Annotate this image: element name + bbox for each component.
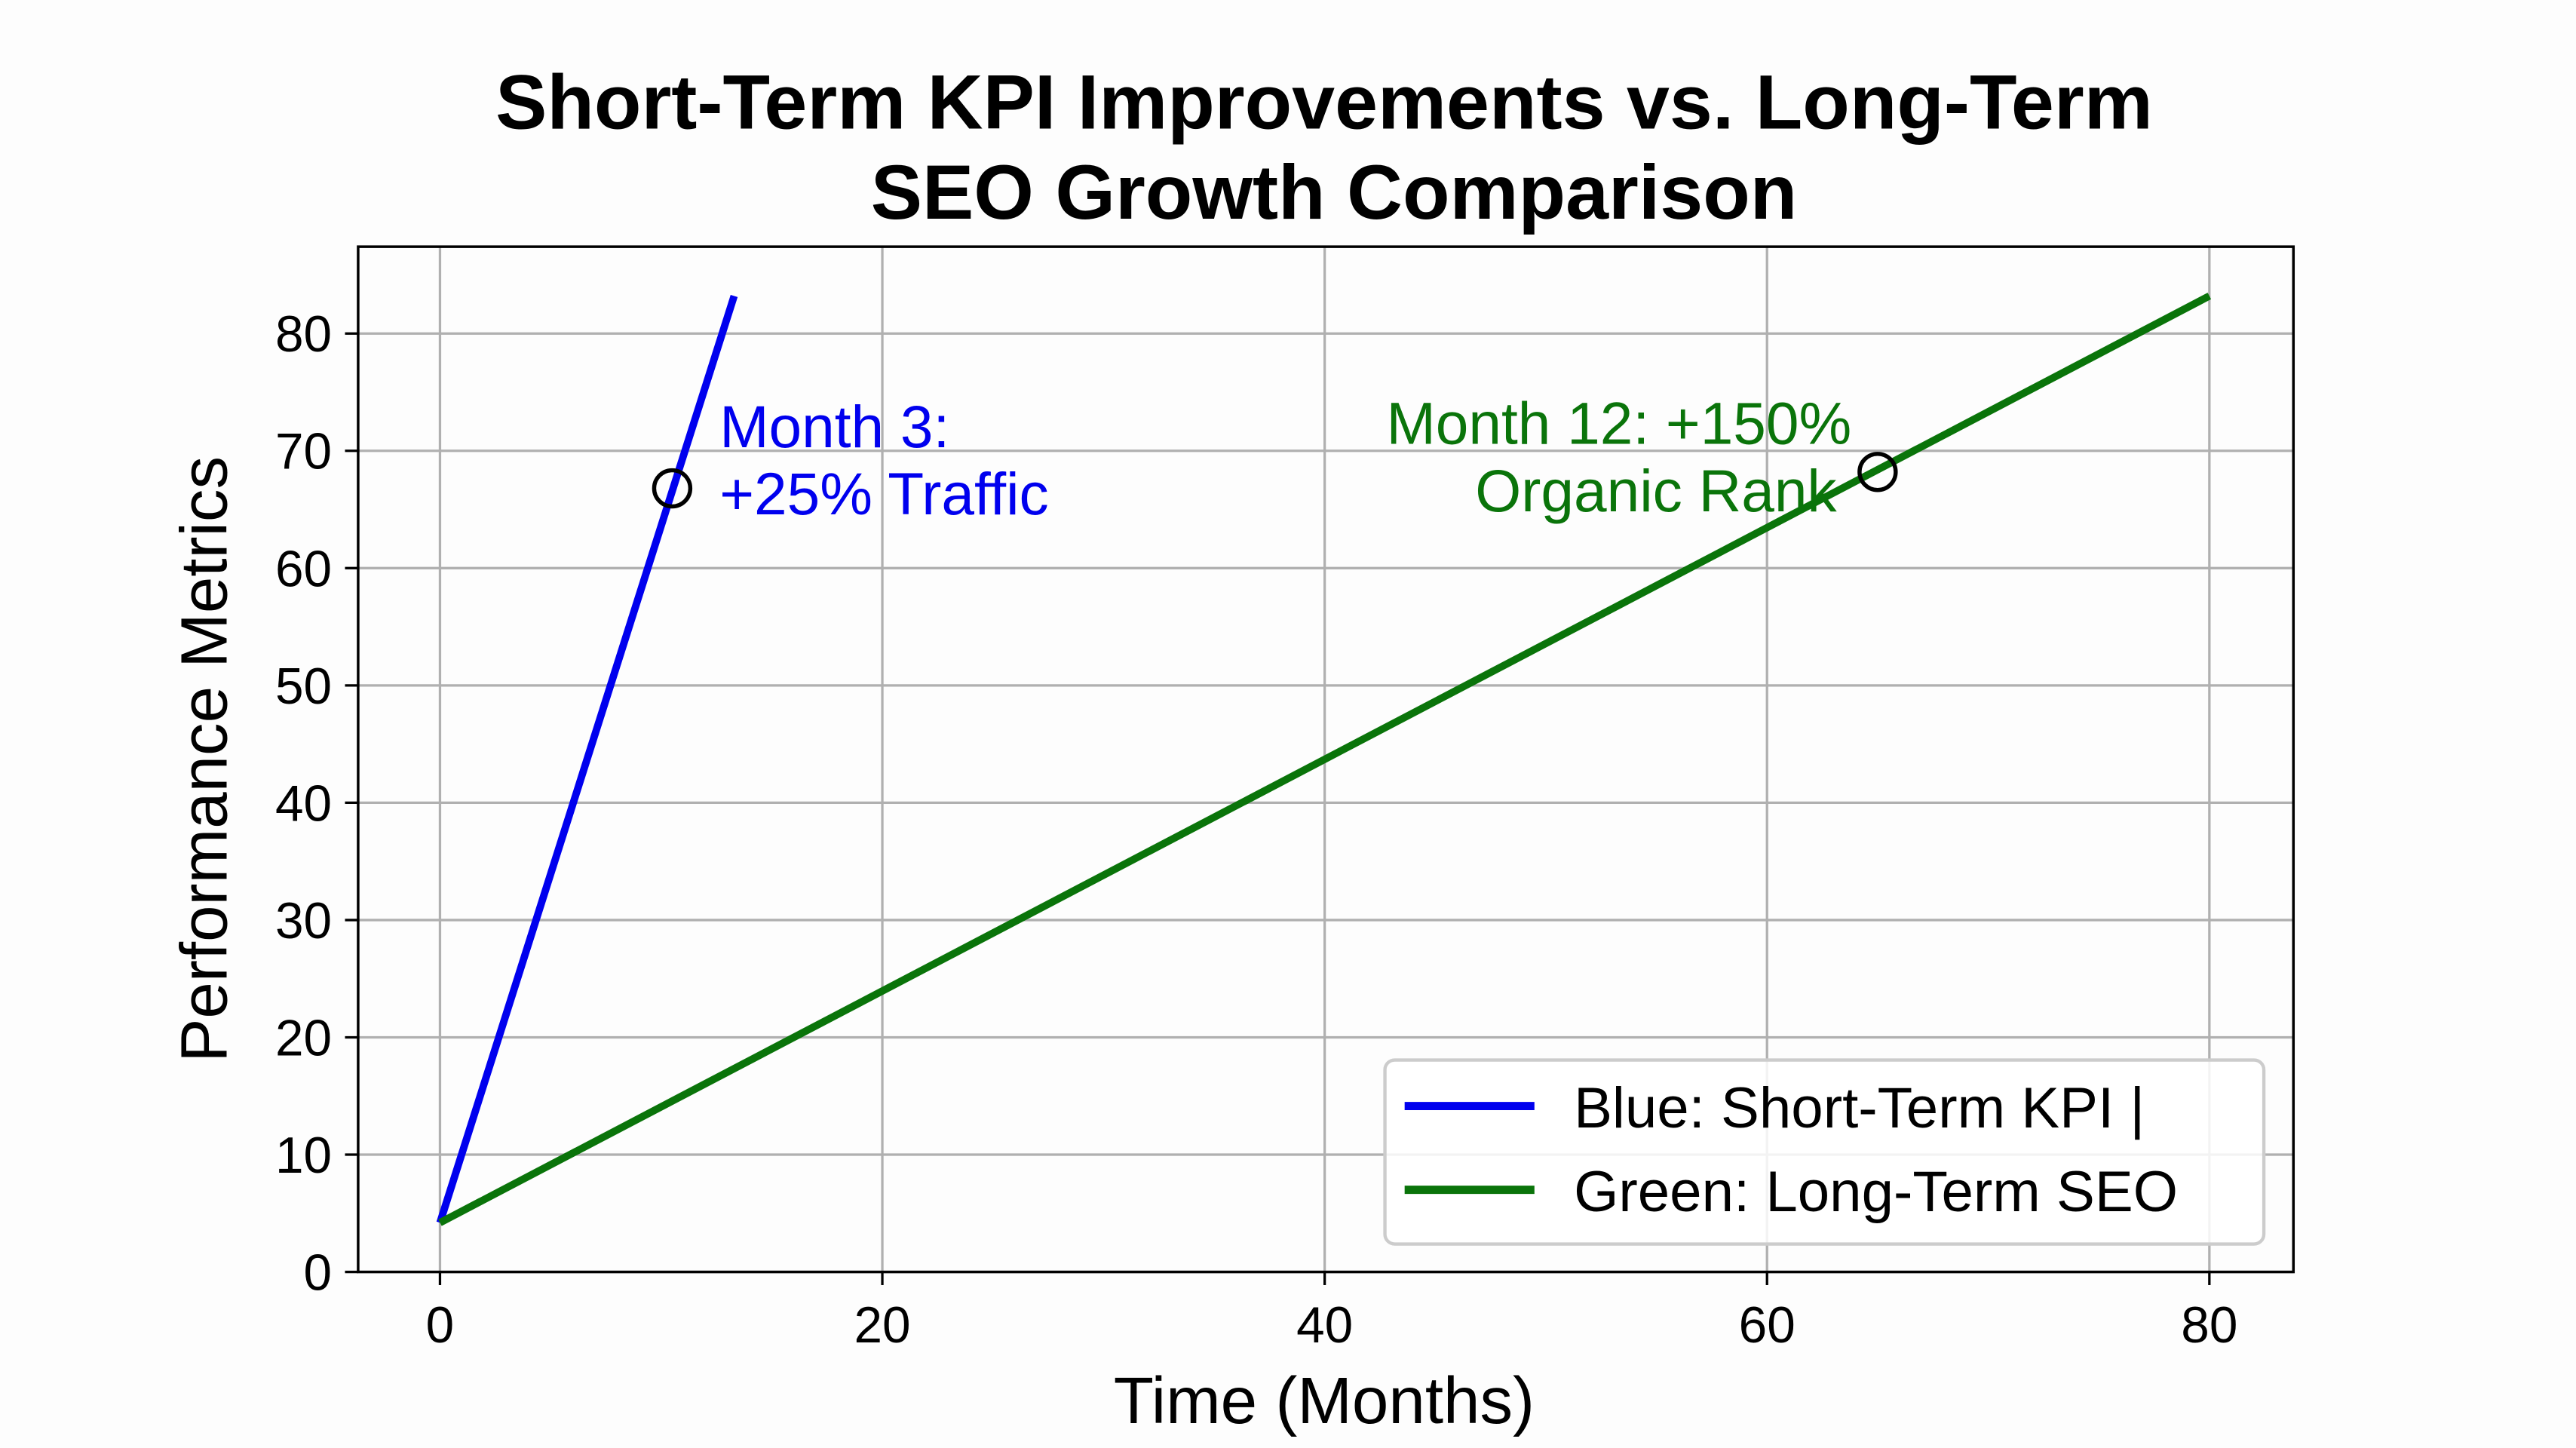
plot-frame — [357, 245, 2295, 1274]
annotations: Month 3:+25% Traffic Month 12: +150%Organ… — [652, 391, 1898, 527]
annotation-month-12-line-1: Month 12: +150% — [1386, 391, 1851, 457]
annotation-month-3-line-2: +25% Traffic — [719, 461, 1049, 527]
x-tick-label: 20 — [854, 1297, 910, 1354]
chart-title-line-1: Short-Term KPI Improvements vs. Long-Ter… — [495, 58, 2153, 145]
x-tick-label: 60 — [1739, 1297, 1796, 1354]
marker-month-3 — [652, 468, 693, 509]
y-tick-label: 70 — [275, 424, 332, 480]
legend-box — [1383, 1058, 2266, 1246]
y-tick-label: 10 — [275, 1127, 332, 1184]
legend-label-green: Green: Long-Term SEO — [1574, 1160, 2178, 1224]
y-tick-label: 50 — [275, 658, 332, 715]
y-tick-label: 80 — [275, 306, 332, 363]
marker-month-12 — [1857, 452, 1898, 492]
y-axis-label: Performance Metrics — [168, 456, 241, 1063]
legend-label-blue: Blue: Short-Term KPI | — [1574, 1076, 2145, 1140]
y-tick-label: 60 — [275, 541, 332, 597]
annotation-month-12-line-2: Organic Rank — [1475, 458, 1837, 524]
y-tick-label: 30 — [275, 893, 332, 949]
x-tick-label: 80 — [2181, 1297, 2237, 1354]
series-line-short-term — [436, 294, 738, 1224]
chart-title-line-2: SEO Growth Comparison — [871, 149, 1798, 235]
series-lines — [436, 293, 2212, 1226]
annotation-month-3-line-1: Month 3: — [719, 394, 949, 460]
x-axis-label: Time (Months) — [1114, 1364, 1535, 1437]
x-tick-label: 40 — [1296, 1297, 1353, 1354]
y-tick-label: 40 — [275, 775, 332, 832]
series-line-long-term — [438, 293, 2212, 1226]
y-tick-label: 0 — [304, 1245, 333, 1302]
ticks: 0 20 40 60 80 0 10 20 30 40 50 60 70 80 — [275, 306, 2237, 1354]
y-tick-label: 20 — [275, 1010, 332, 1066]
x-tick-label: 0 — [426, 1297, 455, 1354]
legend: Blue: Short-Term KPI | Green: Long-Term … — [1383, 1058, 2266, 1246]
